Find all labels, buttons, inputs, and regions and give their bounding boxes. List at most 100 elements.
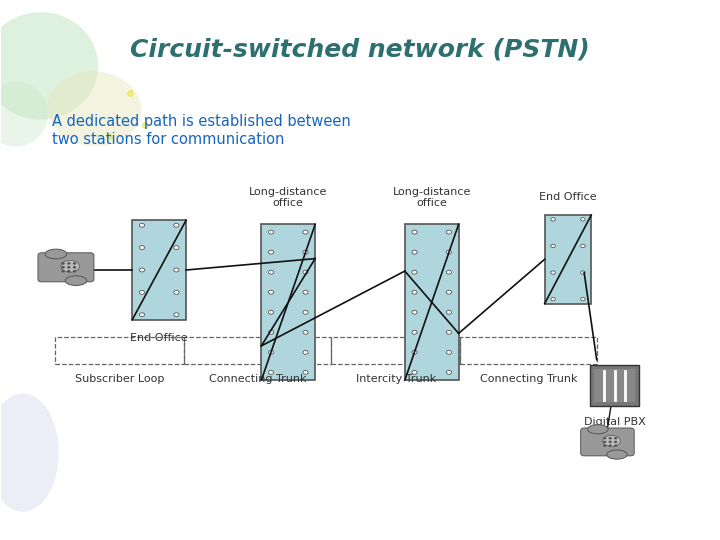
Circle shape [412,230,417,234]
Text: Subscriber Loop: Subscriber Loop [75,374,164,384]
Circle shape [551,218,555,221]
Circle shape [61,262,65,265]
Circle shape [174,246,179,249]
Circle shape [608,441,612,443]
Circle shape [603,437,606,440]
Circle shape [140,313,145,316]
Circle shape [303,291,308,294]
Bar [261,224,315,380]
Text: End Office: End Office [130,333,188,343]
Circle shape [67,266,71,268]
Circle shape [269,370,274,374]
Ellipse shape [603,435,621,447]
Circle shape [67,270,71,273]
Circle shape [303,250,308,254]
Circle shape [551,298,555,301]
Circle shape [614,437,617,440]
Bar [331,337,460,364]
Circle shape [67,262,71,265]
Circle shape [73,266,76,268]
Circle shape [551,271,555,274]
FancyBboxPatch shape [38,253,94,282]
Circle shape [303,350,308,354]
Circle shape [269,250,274,254]
Circle shape [446,350,451,354]
Circle shape [140,246,145,249]
Text: Long-distance
office: Long-distance office [249,187,328,208]
Circle shape [303,370,308,374]
Circle shape [61,270,65,273]
Bar [590,366,639,406]
Circle shape [303,330,308,334]
Circle shape [412,370,417,374]
Circle shape [446,370,451,374]
Circle shape [580,244,585,248]
Circle shape [269,310,274,314]
Ellipse shape [607,450,627,459]
Circle shape [412,350,417,354]
Circle shape [73,262,76,265]
Circle shape [174,268,179,272]
Circle shape [446,250,451,254]
Circle shape [580,218,585,221]
Circle shape [269,270,274,274]
Ellipse shape [0,82,48,146]
Circle shape [412,291,417,294]
Circle shape [446,270,451,274]
Circle shape [412,310,417,314]
Circle shape [269,230,274,234]
Bar [55,337,184,364]
Ellipse shape [0,12,98,119]
Bar [460,337,597,364]
Circle shape [269,291,274,294]
Circle shape [603,441,606,443]
Circle shape [446,230,451,234]
Bar [545,215,591,303]
Circle shape [551,244,555,248]
Circle shape [269,330,274,334]
Ellipse shape [588,424,608,434]
Text: Connecting Trunk: Connecting Trunk [209,374,307,384]
Ellipse shape [0,394,59,512]
Circle shape [303,230,308,234]
Circle shape [174,291,179,294]
Circle shape [174,224,179,227]
Circle shape [614,444,617,447]
Circle shape [608,437,612,440]
Circle shape [412,330,417,334]
Circle shape [446,330,451,334]
FancyBboxPatch shape [581,428,634,456]
Circle shape [269,350,274,354]
Ellipse shape [61,260,80,272]
Circle shape [73,270,76,273]
Bar [405,224,459,380]
Circle shape [580,298,585,301]
Circle shape [412,250,417,254]
Text: Digital PBX: Digital PBX [584,417,646,428]
Circle shape [580,271,585,274]
Circle shape [140,268,145,272]
Text: Intercity Trunk: Intercity Trunk [356,374,436,384]
Text: Connecting Trunk: Connecting Trunk [480,374,577,384]
Ellipse shape [66,276,86,286]
Text: Circuit-switched network (PSTN): Circuit-switched network (PSTN) [130,38,590,62]
Ellipse shape [45,249,67,259]
Circle shape [303,310,308,314]
Bar [132,220,186,320]
Circle shape [608,444,612,447]
Text: End Office: End Office [539,192,597,201]
Circle shape [303,270,308,274]
Circle shape [412,270,417,274]
Text: A dedicated path is established between
two stations for communication: A dedicated path is established between … [52,114,351,146]
Circle shape [140,291,145,294]
Bar [184,337,331,364]
Text: Long-distance
office: Long-distance office [392,187,471,208]
Circle shape [140,224,145,227]
Ellipse shape [48,71,142,146]
Circle shape [446,310,451,314]
Circle shape [61,266,65,268]
Circle shape [174,313,179,316]
Circle shape [614,441,617,443]
Bar [594,369,636,402]
Circle shape [446,291,451,294]
